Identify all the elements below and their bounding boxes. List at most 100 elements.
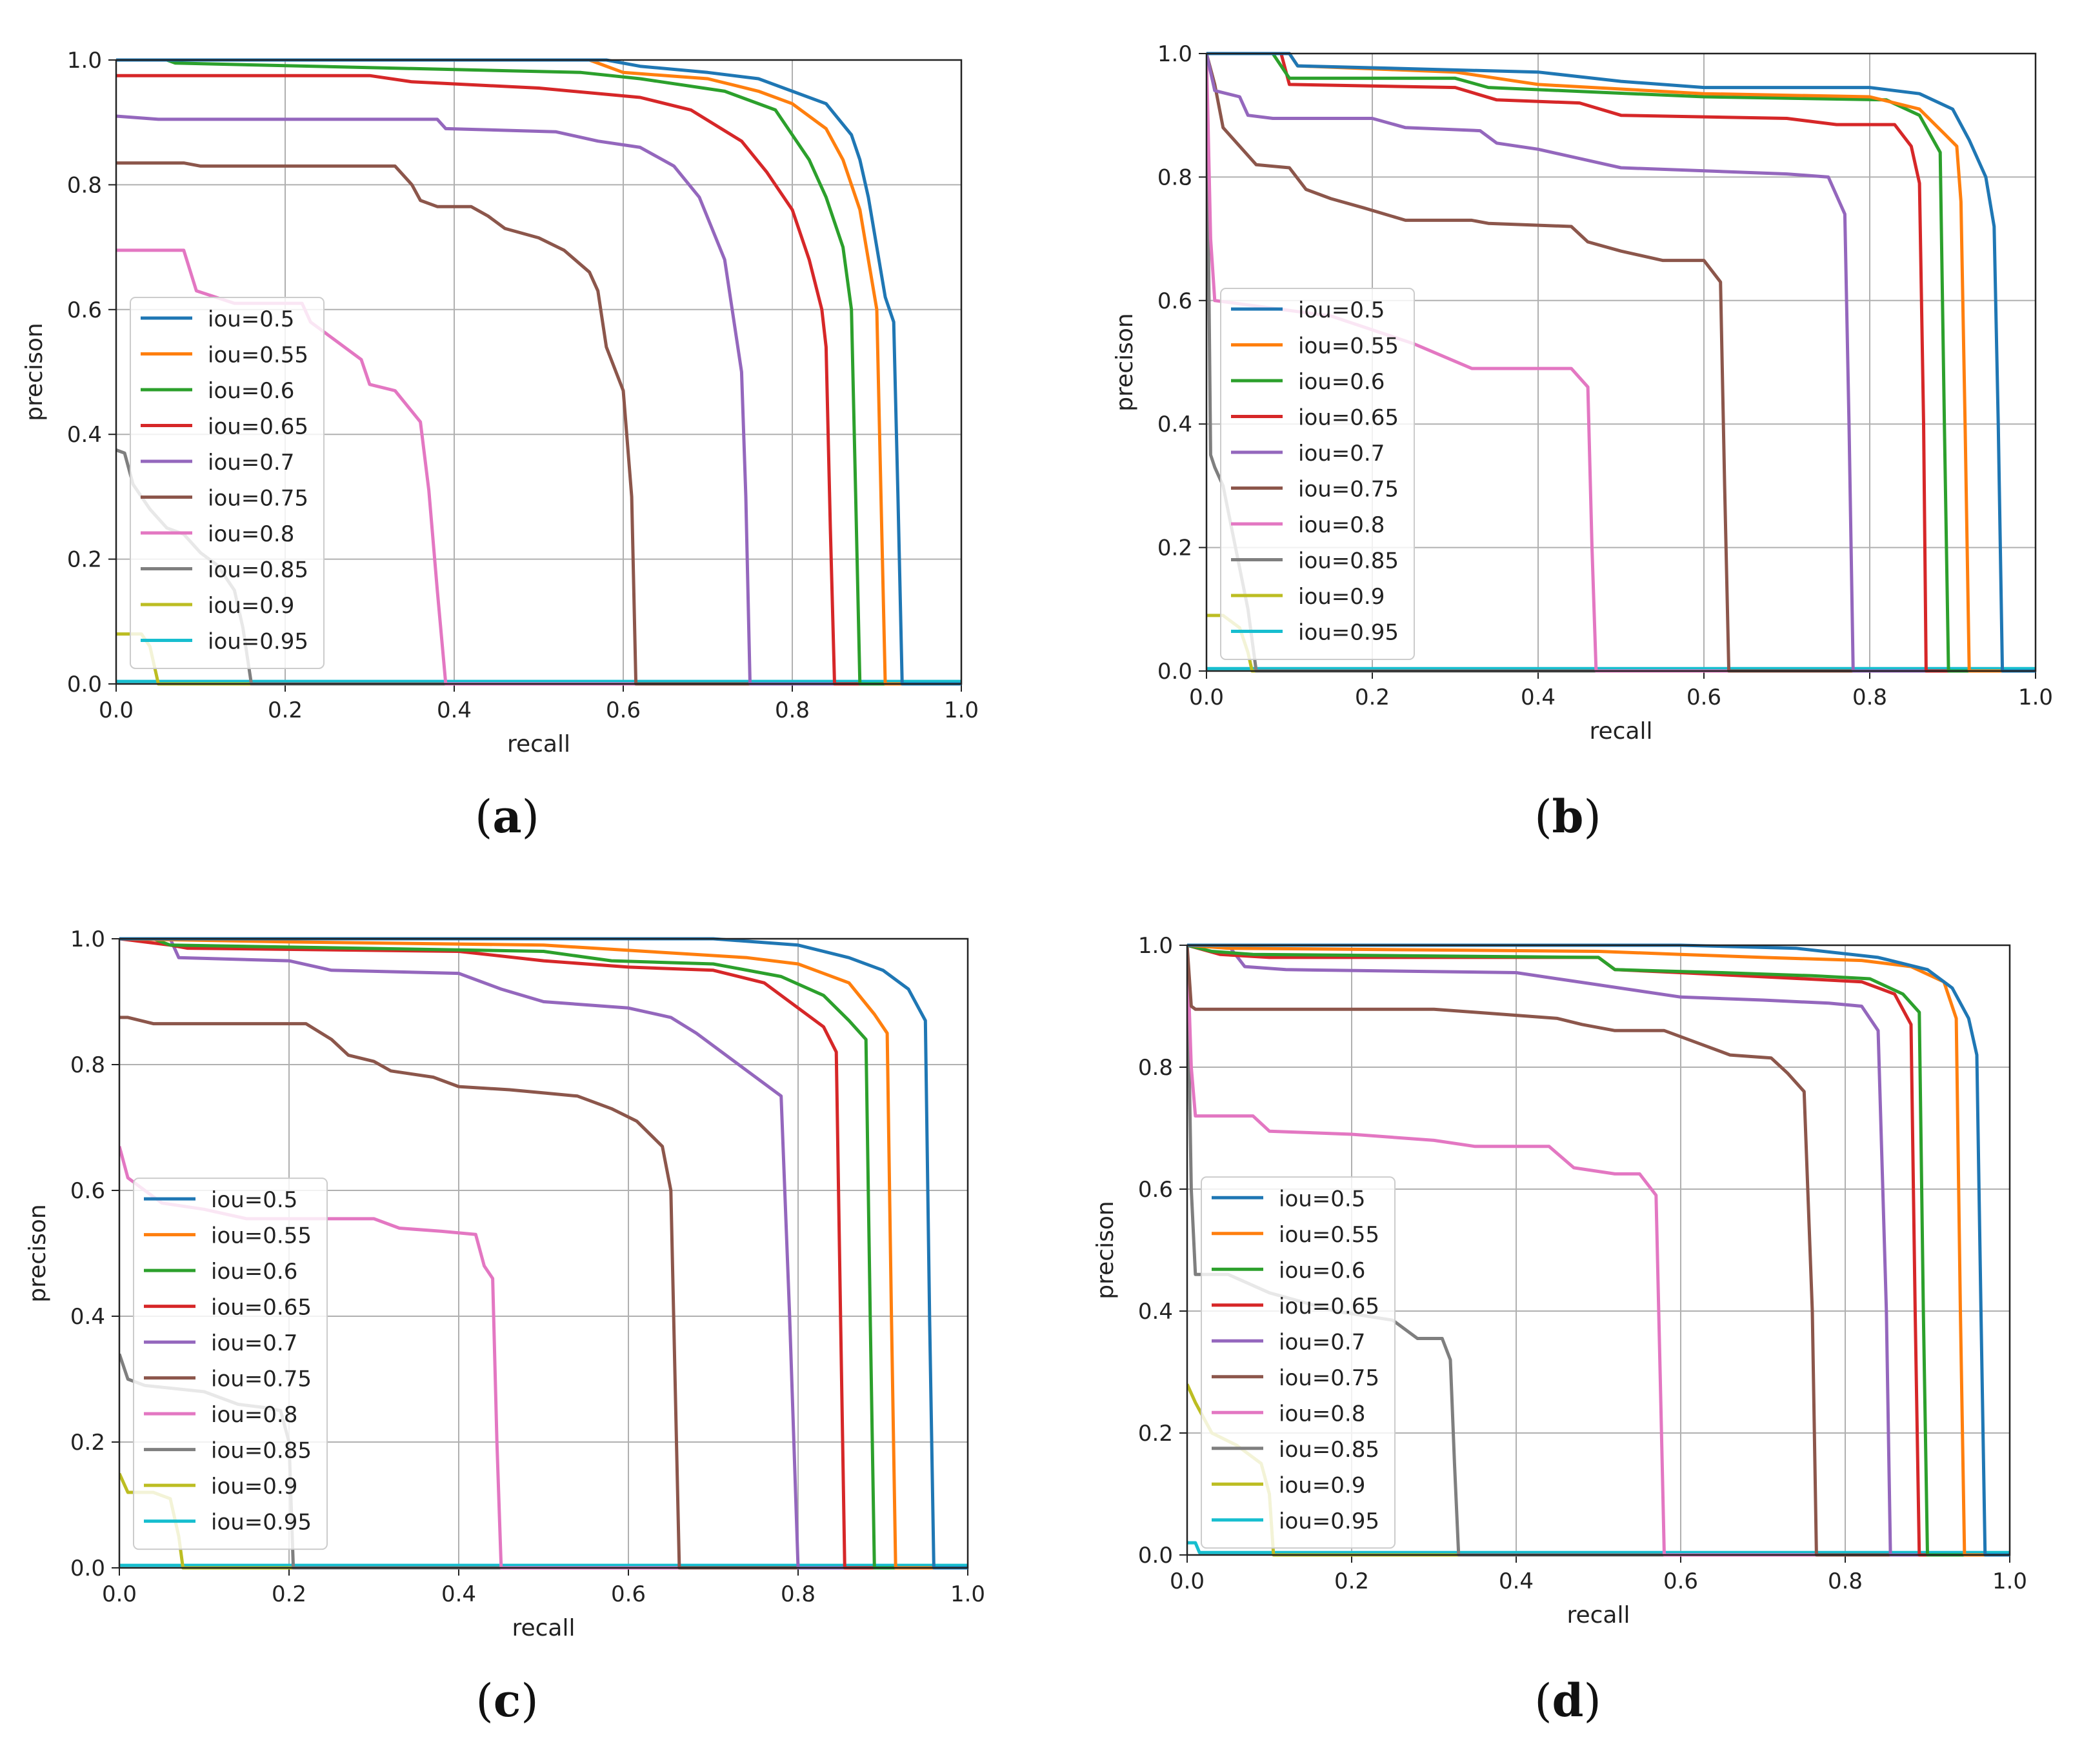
chart-b-x-tick-label: 0.6 bbox=[1687, 685, 1721, 710]
chart-b-legend-label: iou=0.6 bbox=[1298, 369, 1385, 395]
chart-b-legend-label: iou=0.65 bbox=[1298, 405, 1399, 431]
chart-a-series-iou-0_75 bbox=[116, 161, 961, 686]
chart-a-y-tick-label: 0.4 bbox=[67, 422, 102, 448]
chart-b-series-iou-0_65 bbox=[1206, 52, 2036, 673]
chart-a-x-tick-label: 0.0 bbox=[99, 697, 134, 723]
chart-d-series-iou-0_65 bbox=[1187, 943, 2010, 1557]
chart-d: 0.0 0.2 0.4 0.6 0.8 1.0 0.0 0.2 0.4 0.6 0.8 1.0 reca… bbox=[1092, 933, 2027, 1629]
chart-d-legend-label: iou=0.65 bbox=[1279, 1294, 1379, 1319]
chart-d-series-iou-0_75 bbox=[1187, 945, 2010, 1557]
chart-c-axes-frame bbox=[118, 937, 969, 1569]
chart-b-series-iou-0_75 bbox=[1206, 53, 2036, 673]
chart-b-x-tick-label: 0.0 bbox=[1189, 685, 1224, 710]
chart-b-x-axis-label: recall bbox=[1589, 718, 1652, 745]
chart-c: 0.0 0.2 0.4 0.6 0.8 1.0 0.0 0.2 0.4 0.6 0.8 1.0 reca… bbox=[25, 927, 985, 1641]
chart-b-legend-label: iou=0.7 bbox=[1298, 441, 1385, 466]
chart-a-legend-label: iou=0.95 bbox=[208, 628, 308, 654]
chart-d-x-tick-label: 0.4 bbox=[1499, 1569, 1534, 1594]
chart-b-y-tick-label: 0.6 bbox=[1157, 288, 1192, 314]
chart-a: 0.0 0.2 0.4 0.6 0.8 1.0 0.0 0.2 0.4 0.6 0.8 1.0 reca… bbox=[21, 48, 979, 757]
chart-c-y-tick-label: 0.8 bbox=[70, 1052, 105, 1078]
chart-a-x-tick-label: 1.0 bbox=[944, 697, 979, 723]
chart-d-legend-label: iou=0.6 bbox=[1279, 1258, 1365, 1283]
chart-c-y-tick-label: 0.6 bbox=[70, 1178, 105, 1204]
chart-d-y-tick-label: 0.6 bbox=[1138, 1177, 1173, 1203]
chart-c-series-group bbox=[119, 937, 968, 1570]
chart-a-legend-label: iou=0.8 bbox=[208, 521, 294, 547]
chart-b-axes-frame bbox=[1205, 52, 2037, 672]
chart-d-y-axis-label: precison bbox=[1092, 1201, 1119, 1299]
chart-a-series-iou-0_55 bbox=[116, 58, 961, 686]
chart-c-x-tick-label: 0.8 bbox=[781, 1581, 816, 1607]
chart-c-series-iou-0_65 bbox=[119, 937, 968, 1570]
chart-b-legend-label: iou=0.75 bbox=[1298, 477, 1399, 503]
chart-a-series-iou-0_6 bbox=[116, 58, 961, 686]
chart-a-y-axis-label: precison bbox=[21, 323, 48, 421]
chart-c-series-iou-0_6 bbox=[119, 937, 968, 1570]
chart-d-series-iou-0_5 bbox=[1187, 943, 2010, 1557]
chart-c-series-iou-0_5 bbox=[119, 937, 968, 1570]
caption-c: (c) bbox=[475, 1674, 538, 1727]
chart-d-legend-label: iou=0.7 bbox=[1279, 1329, 1365, 1355]
chart-c-legend-label: iou=0.75 bbox=[211, 1367, 312, 1392]
chart-b-y-tick-label: 0.0 bbox=[1157, 659, 1192, 685]
chart-d-x-tick-label: 0.6 bbox=[1663, 1569, 1698, 1594]
chart-d-x-axis-label: recall bbox=[1567, 1602, 1630, 1629]
chart-b-legend-label: iou=0.55 bbox=[1298, 334, 1399, 359]
chart-d-axes-frame bbox=[1186, 944, 2011, 1556]
chart-b-series-iou-0_5 bbox=[1206, 52, 2036, 673]
chart-a-series-iou-0_7 bbox=[116, 114, 961, 686]
chart-d-y-tick-label: 1.0 bbox=[1138, 933, 1173, 959]
chart-c-x-tick-label: 0.2 bbox=[272, 1581, 306, 1607]
chart-a-legend-label: iou=0.7 bbox=[208, 450, 294, 476]
chart-b-legend: iou=0.5 iou=0.55 iou=0.6 iou=0.65 iou=0.7 iou… bbox=[1220, 288, 1415, 661]
caption-b: (b) bbox=[1534, 790, 1601, 843]
chart-b-y-tick-label: 1.0 bbox=[1157, 41, 1192, 67]
chart-b-legend-label: iou=0.5 bbox=[1298, 297, 1385, 323]
chart-d-series-iou-0_7 bbox=[1187, 943, 2010, 1557]
chart-a-x-axis-label: recall bbox=[507, 731, 570, 757]
chart-a-series-iou-0_65 bbox=[116, 74, 961, 686]
chart-b-y-tick-label: 0.4 bbox=[1157, 412, 1192, 437]
chart-a-series-iou-0_8 bbox=[116, 248, 961, 686]
chart-a-legend-label: iou=0.65 bbox=[208, 414, 308, 439]
chart-b-y-axis-label: precison bbox=[1112, 313, 1138, 411]
chart-a-axes-frame bbox=[115, 59, 963, 685]
chart-a-x-tick-label: 0.8 bbox=[775, 697, 810, 723]
chart-d-legend-label: iou=0.55 bbox=[1279, 1222, 1379, 1248]
chart-b-series-iou-0_7 bbox=[1206, 53, 2036, 673]
chart-c-legend-label: iou=0.5 bbox=[211, 1187, 297, 1213]
chart-b-legend-label: iou=0.95 bbox=[1298, 620, 1399, 646]
chart-a-y-tick-label: 0.2 bbox=[67, 547, 102, 573]
chart-c-legend-label: iou=0.6 bbox=[211, 1259, 297, 1285]
chart-d-legend-label: iou=0.5 bbox=[1279, 1186, 1365, 1212]
chart-c-legend-label: iou=0.85 bbox=[211, 1438, 312, 1464]
chart-c-legend-label: iou=0.7 bbox=[211, 1330, 297, 1356]
chart-b-x-tick-label: 0.8 bbox=[1852, 685, 1887, 710]
chart-c-x-tick-label: 0.6 bbox=[611, 1581, 646, 1607]
chart-b-legend-label: iou=0.85 bbox=[1298, 548, 1399, 574]
chart-a-legend: iou=0.5 iou=0.55 iou=0.6 iou=0.65 iou=0.7 iou… bbox=[130, 296, 325, 669]
chart-b: 0.0 0.2 0.4 0.6 0.8 1.0 0.0 0.2 0.4 0.6 0.8 1.0 reca… bbox=[1112, 41, 2053, 745]
chart-d-x-tick-label: 0.0 bbox=[1170, 1569, 1205, 1594]
chart-d-legend-label: iou=0.9 bbox=[1279, 1472, 1365, 1498]
chart-d-series-iou-0_6 bbox=[1187, 943, 2010, 1557]
chart-d-series-iou-0_95 bbox=[1187, 1541, 2010, 1554]
chart-c-legend-label: iou=0.9 bbox=[211, 1474, 297, 1499]
chart-a-legend-label: iou=0.55 bbox=[208, 342, 308, 368]
chart-b-x-tick-label: 0.4 bbox=[1521, 685, 1556, 710]
chart-a-legend-label: iou=0.85 bbox=[208, 557, 308, 583]
chart-d-legend-label: iou=0.8 bbox=[1279, 1401, 1365, 1427]
chart-a-y-tick-label: 0.6 bbox=[67, 297, 102, 323]
chart-a-legend-label: iou=0.9 bbox=[208, 593, 294, 619]
chart-c-legend-label: iou=0.55 bbox=[211, 1223, 312, 1249]
chart-a-y-tick-label: 0.8 bbox=[67, 172, 102, 198]
chart-b-legend-label: iou=0.8 bbox=[1298, 512, 1385, 538]
chart-a-x-tick-label: 0.6 bbox=[606, 697, 641, 723]
chart-b-series-iou-0_8 bbox=[1206, 53, 2036, 673]
chart-c-x-tick-label: 0.4 bbox=[441, 1581, 476, 1607]
caption-a: (a) bbox=[475, 790, 539, 843]
chart-c-y-axis-label: precison bbox=[25, 1204, 51, 1302]
chart-c-legend: iou=0.5 iou=0.55 iou=0.6 iou=0.65 iou=0.7 iou… bbox=[133, 1178, 328, 1550]
